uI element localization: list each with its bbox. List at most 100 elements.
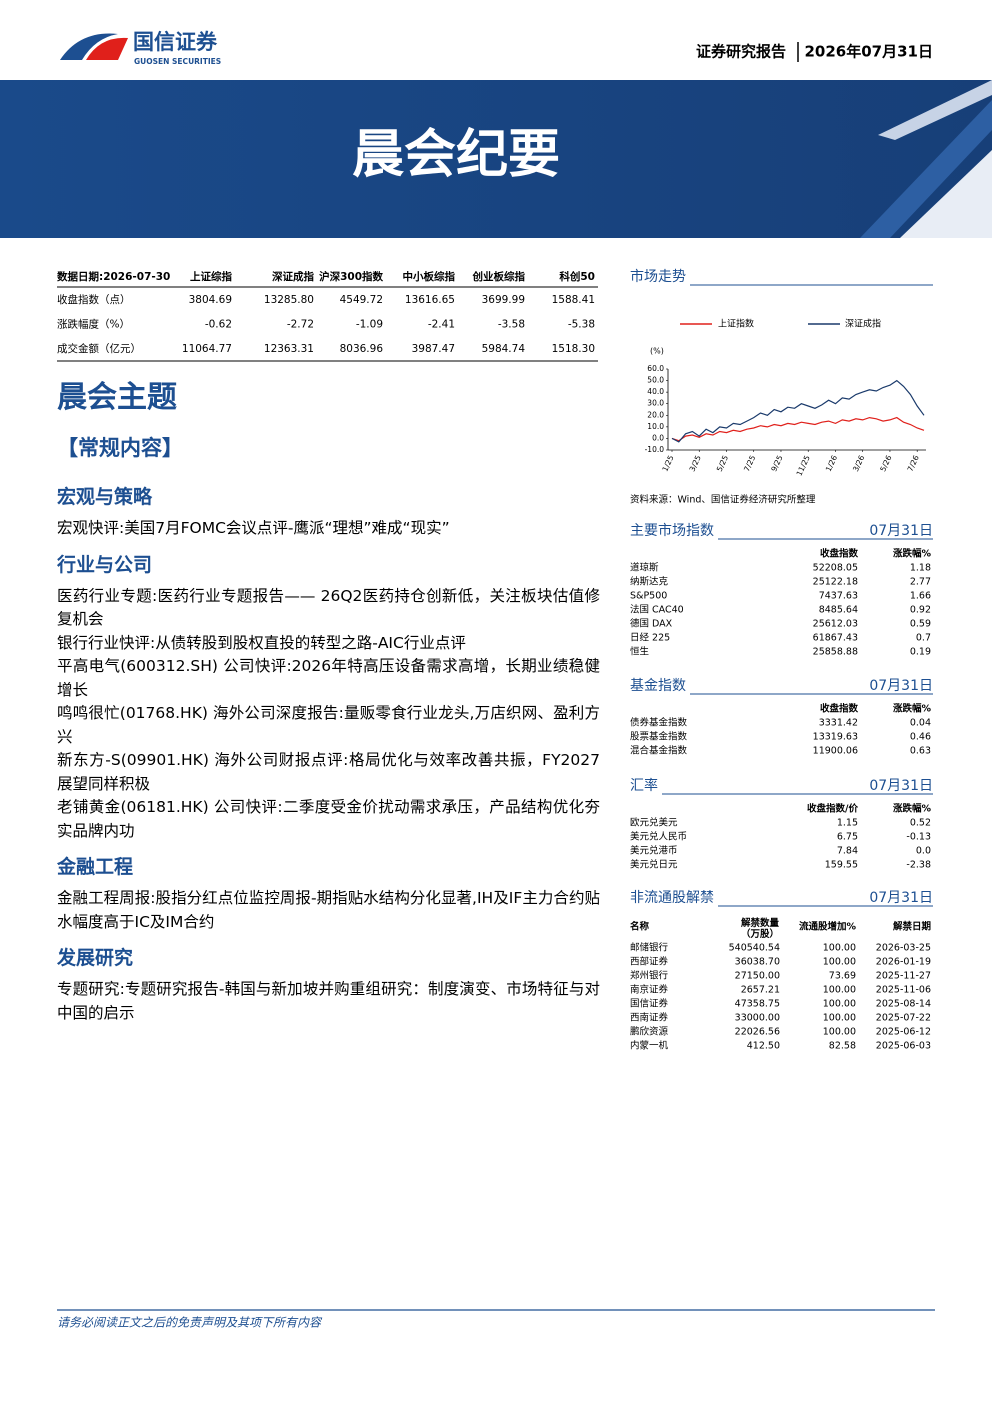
x-tick-label: 3/26 (851, 454, 866, 473)
table-cell: 0.19 (910, 647, 931, 658)
row-label: 内蒙一机 (630, 1040, 669, 1052)
table-cell: 13319.63 (813, 732, 858, 743)
market-chart: 市场走势 (%) -10.0 0.0 10.0 20.0 30.0 40.0 50.0 60.0 1… (630, 268, 933, 506)
table-cell: 100.00 (823, 985, 856, 996)
row-label: 郑州银行 (630, 970, 669, 982)
table-header: 沪深300指数 (319, 270, 383, 283)
table-header: 解禁数量（万股） (741, 917, 780, 940)
row-label: 美元兑日元 (630, 859, 678, 871)
table-cell: 61867.43 (813, 633, 858, 644)
series-line (671, 416, 925, 442)
panel-date: 07月31日 (869, 778, 933, 794)
table-cell: 0.0 (916, 846, 931, 857)
report-type: 证券研究报告 (696, 43, 786, 61)
table-cell: 2025-06-03 (876, 1041, 931, 1052)
table-header: 流通股增加% (799, 921, 857, 933)
panel-title: 主要市场指数 (630, 522, 714, 539)
table-cell: 13616.65 (405, 294, 455, 306)
table-cell: 7437.63 (819, 591, 858, 602)
table-cell: 1.18 (910, 563, 931, 574)
logo-mark (86, 37, 128, 60)
table-cell: 0.04 (910, 718, 931, 729)
table-header: 涨跌幅% (893, 548, 932, 560)
row-label: 成交金额（亿元） (57, 342, 141, 355)
row-label: 混合基金指数 (630, 745, 688, 757)
table-header: 收盘指数/价 (807, 803, 858, 815)
table-cell: 22026.56 (735, 1027, 780, 1038)
table-cell: 27150.00 (735, 971, 780, 982)
table-cell: 82.58 (829, 1041, 856, 1052)
topic-item: 平高电气(600312.SH) 公司快评:2026年特高压设备需求高增，长期业绩… (57, 657, 600, 699)
table-cell: 2657.21 (741, 985, 780, 996)
row-label: 西部证券 (630, 956, 669, 968)
table-cell: 25858.88 (813, 647, 858, 658)
logo-mark (60, 33, 118, 60)
row-label: 道琼斯 (630, 562, 659, 574)
legend-label: 深证成指 (845, 318, 881, 330)
x-tick-label: 1/26 (824, 454, 839, 473)
table-cell: 5984.74 (482, 343, 526, 355)
x-tick-label: 3/25 (688, 454, 703, 473)
row-label: 纳斯达克 (630, 576, 669, 588)
table-header: 涨跌幅% (893, 803, 932, 815)
table-header: 收盘指数 (820, 548, 859, 560)
panel-title: 汇率 (630, 777, 658, 794)
table-cell: 0.59 (910, 619, 931, 630)
table-cell: 25122.18 (813, 577, 858, 588)
table-cell: 0.92 (910, 605, 931, 616)
y-tick-label: 0.0 (652, 433, 664, 442)
row-label: 美元兑人民币 (630, 831, 687, 843)
table-cell: 2025-06-12 (876, 1027, 931, 1038)
topic-heading: 宏观与策略 (57, 486, 153, 508)
panel-date: 07月31日 (869, 890, 933, 906)
x-tick-label: 7/26 (906, 454, 921, 473)
banner-title: 晨会纪要 (352, 125, 560, 185)
row-label: 鹏欣资源 (630, 1026, 669, 1038)
report-date: 2026年07月31日 (805, 43, 934, 61)
topic-item: 银行行业快评:从债转股到股权直投的转型之路-AIC行业点评 (57, 633, 466, 652)
table-cell: 1518.30 (552, 343, 595, 355)
topic-item: 宏观快评:美国7月FOMC会议点评-鹰派“理想”难成“现实” (57, 519, 450, 537)
market-table: 数据日期:2026-07-30 上证综指 深证成指 沪深300指数 中小板综指 创业板综指… (56, 270, 595, 355)
row-label: 美元兑港币 (630, 845, 678, 857)
table-cell: 0.7 (916, 633, 931, 644)
topic-item: 专题研究:专题研究报告-韩国与新加坡并购重组研究：制度演变、市场特征与对中国的启… (57, 980, 600, 1022)
banner-stripe (900, 150, 992, 238)
table-cell: 4549.72 (340, 294, 383, 306)
table-header: 深证成指 (272, 270, 314, 283)
table-cell: 159.55 (825, 860, 858, 871)
table-cell: 2026-01-19 (876, 957, 931, 968)
table-cell: -0.13 (906, 832, 931, 843)
table-header: 收盘指数 (820, 703, 859, 715)
table-cell: -2.41 (428, 319, 455, 331)
themes: 晨会主题 【常规内容】 宏观与策略 宏观快评:美国7月FOMC会议点评-鹰派“理想”难… (57, 373, 600, 1025)
subsection-title: 【常规内容】 (57, 436, 183, 460)
table-cell: 33000.00 (735, 1013, 780, 1024)
panel-title: 市场走势 (630, 268, 686, 285)
x-tick-label: 9/25 (769, 454, 784, 473)
row-label: 涨跌幅度（%） (57, 318, 130, 331)
table-cell: 52208.05 (813, 563, 858, 574)
y-tick-label: 20.0 (647, 410, 664, 419)
table-cell: 47358.75 (735, 999, 780, 1010)
table-cell: 25612.03 (813, 619, 858, 630)
y-axis-label: (%) (650, 347, 664, 356)
y-tick-label: 50.0 (647, 376, 664, 385)
table-header: 解禁日期 (893, 921, 931, 933)
panel-date: 07月31日 (869, 523, 933, 539)
table-header: 涨跌幅% (893, 703, 932, 715)
table-cell: 11900.06 (813, 746, 858, 757)
topic-item: 医药行业专题:医药行业专题报告—— 26Q2医药持仓创新低，关注板块估值修复机会 (57, 586, 600, 629)
table-cell: 13285.80 (264, 294, 314, 306)
table-cell: 412.50 (747, 1041, 780, 1052)
topic-item: 新东方-S(09901.HK) 海外公司财报点评:格局优化与效率改善共振，FY2… (57, 751, 600, 793)
table-header: 名称 (630, 921, 650, 933)
table-cell: -2.38 (906, 860, 931, 871)
table-cell: -5.38 (568, 319, 595, 331)
table-header: 科创50 (559, 270, 595, 283)
topic-item: 金融工程周报:股指分红点位监控周报-期指贴水结构分化显著,IH及IF主力合约贴水… (57, 889, 600, 931)
table-cell: 100.00 (823, 957, 856, 968)
y-tick-label: 30.0 (647, 399, 664, 408)
table-cell: 2025-11-06 (876, 985, 931, 996)
